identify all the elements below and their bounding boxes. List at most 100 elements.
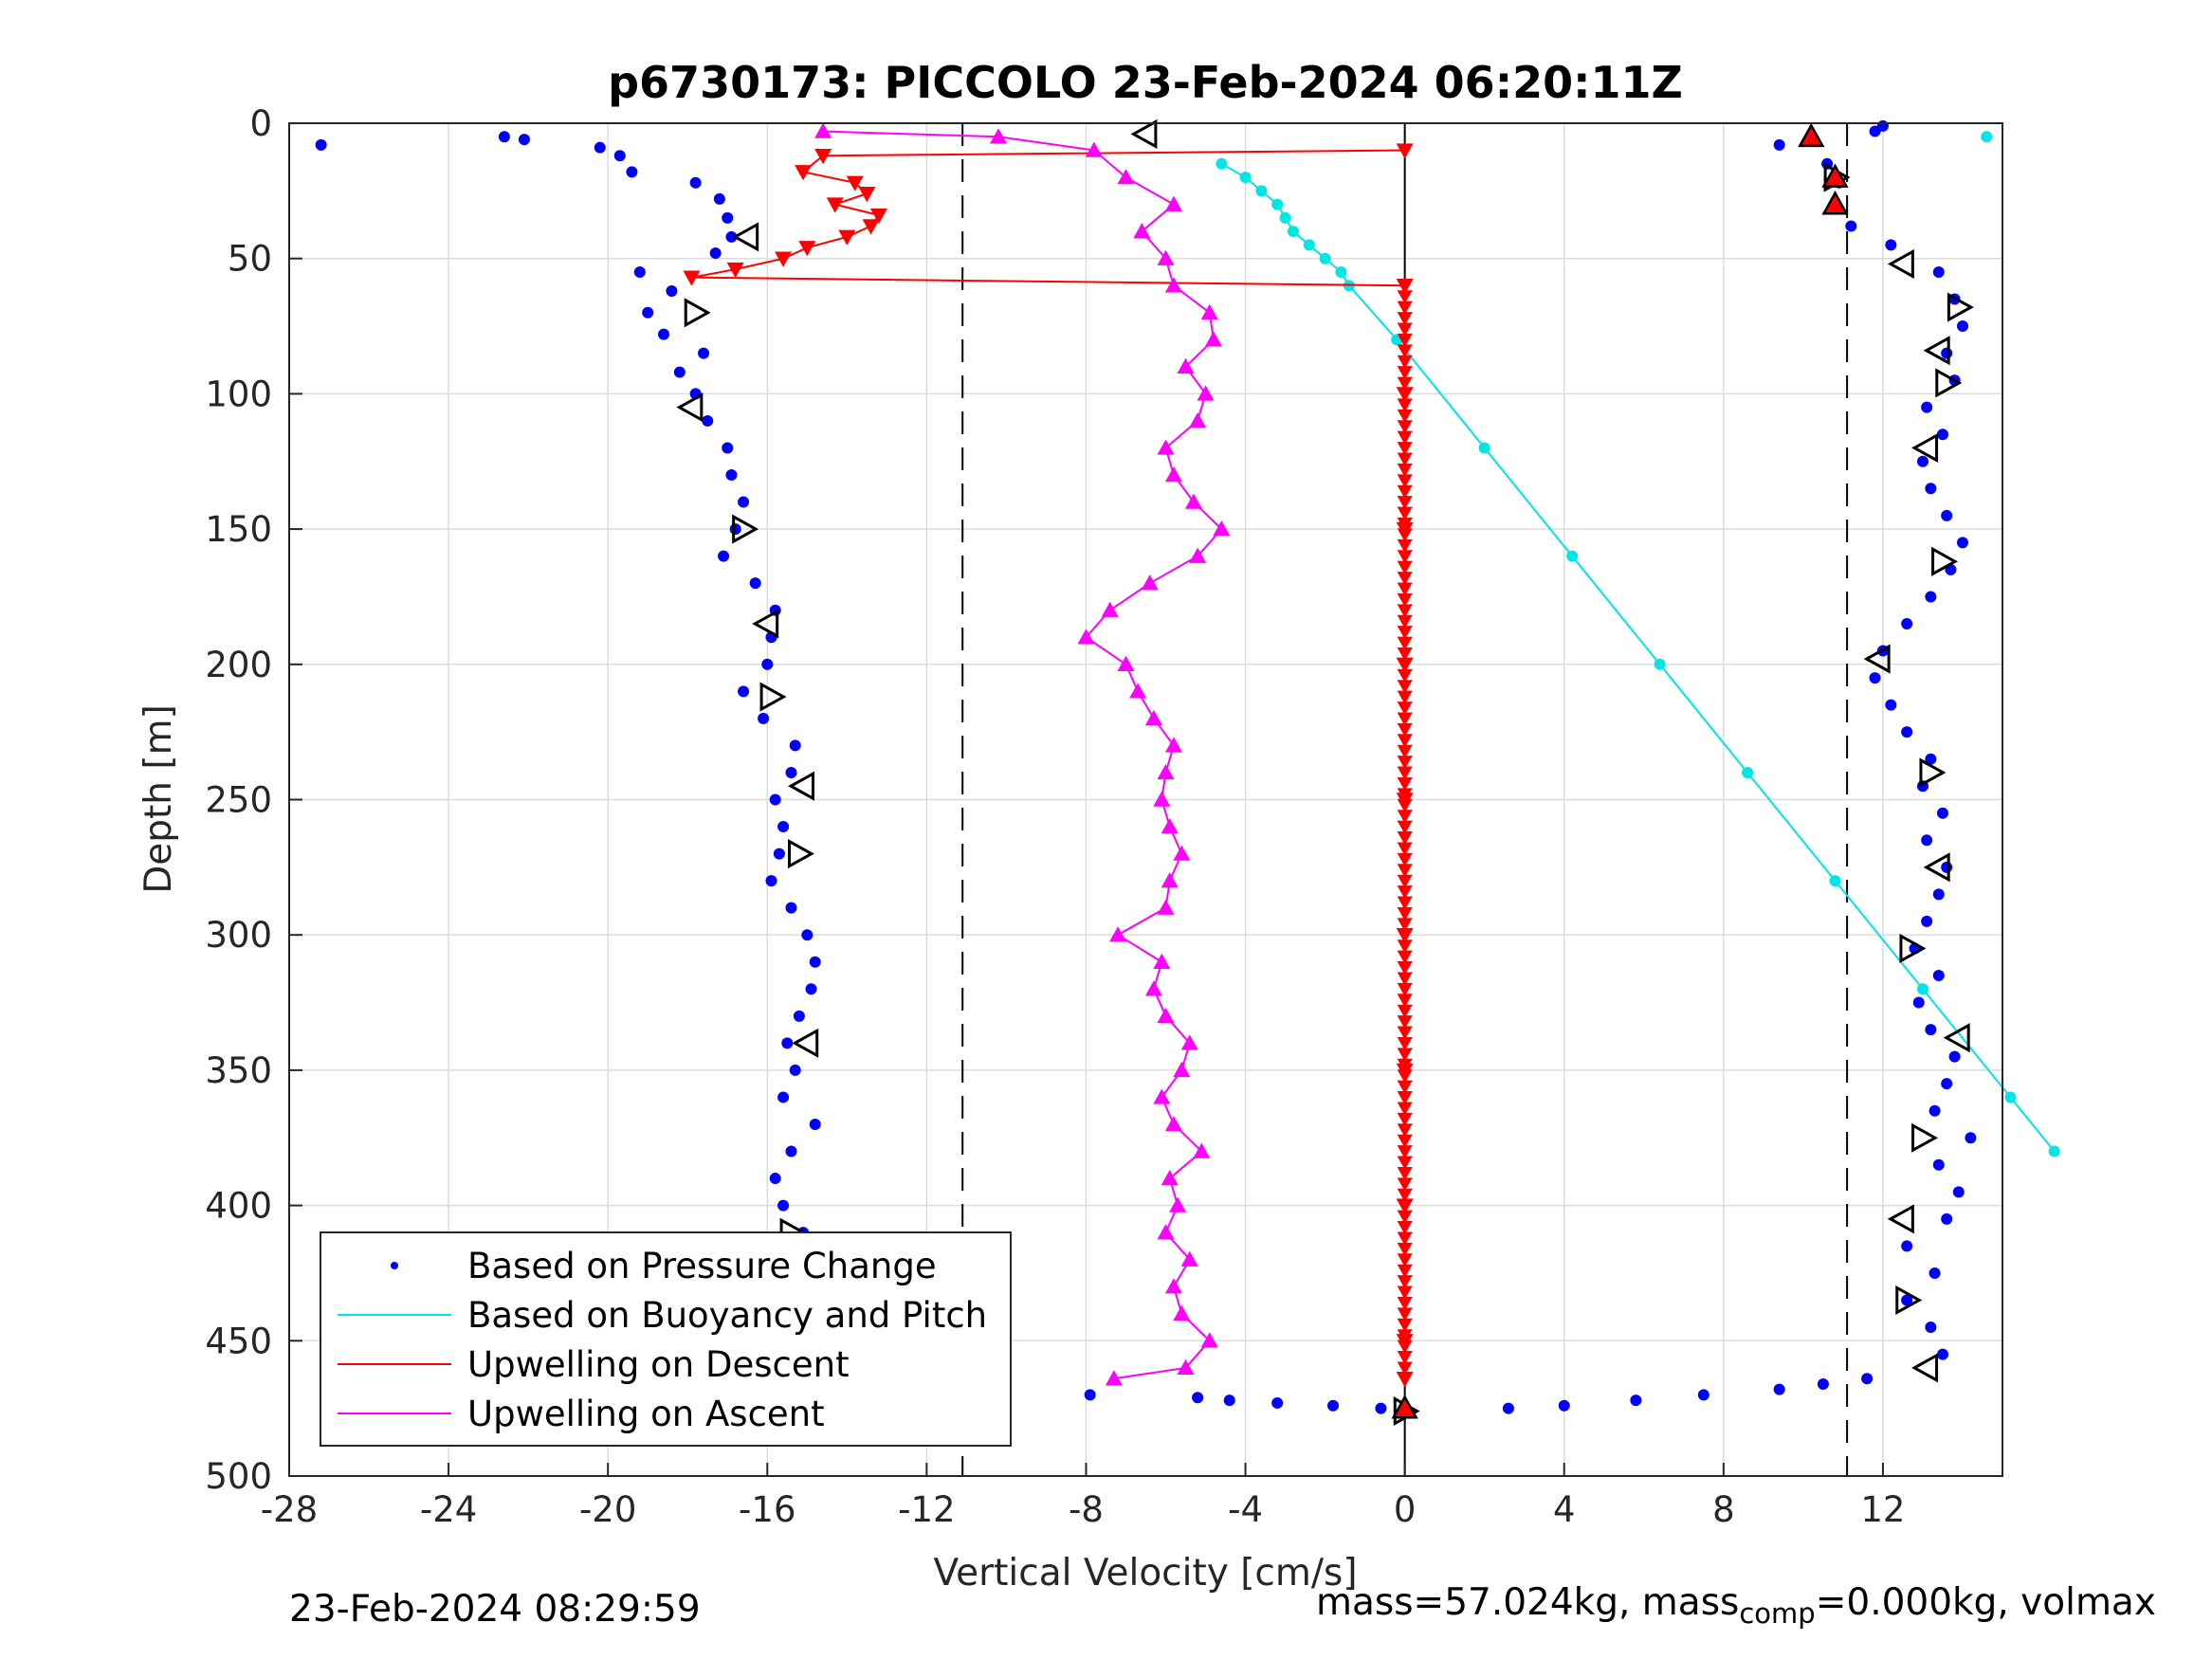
ascent-upwelling-point <box>1157 249 1175 265</box>
pressure-point <box>689 176 702 189</box>
descent-upwelling-point <box>1397 409 1413 424</box>
pressure-point <box>801 929 814 941</box>
pressure-point <box>1861 1373 1874 1385</box>
pressure-point <box>1929 1104 1941 1117</box>
descent-upwelling-point <box>1397 474 1413 488</box>
pressure-point <box>1925 1024 1937 1036</box>
ascent-upwelling-point <box>1144 980 1162 996</box>
pressure-point <box>777 1199 790 1212</box>
series-layer <box>315 118 2060 1427</box>
ascent-upwelling-point <box>1180 1250 1198 1267</box>
descent-upwelling-point <box>1397 333 1413 348</box>
buoyancy-point <box>1829 875 1841 887</box>
pressure-point <box>809 1118 821 1130</box>
pressure-point <box>518 134 530 146</box>
ascent-upwelling-point <box>1153 1088 1171 1104</box>
descent-upwelling-point <box>1397 560 1413 575</box>
pressure-point <box>1773 1383 1785 1395</box>
descent-upwelling-point <box>1397 1296 1413 1311</box>
descent-upwelling-point <box>1397 798 1413 813</box>
pressure-point <box>1817 1377 1829 1390</box>
red-triangle-marker <box>1391 1395 1418 1419</box>
pressure-point <box>785 902 797 914</box>
pressure-point <box>785 1145 797 1158</box>
ascent-upwelling-point <box>1153 791 1171 807</box>
pressure-point <box>785 766 797 778</box>
ascent-upwelling-point <box>1213 520 1231 537</box>
descent-marker <box>759 682 787 712</box>
series-3 <box>683 143 1414 1388</box>
descent-upwelling-point <box>1397 496 1413 510</box>
pressure-point <box>1929 1267 1941 1279</box>
y-tick-label: 250 <box>205 780 272 821</box>
ascent-marker <box>1911 1353 1939 1383</box>
descent-upwelling-point <box>1397 734 1413 748</box>
pressure-point <box>1916 455 1929 467</box>
y-tick-label: 100 <box>205 374 272 414</box>
descent-upwelling-point <box>1397 820 1413 835</box>
red-triangle-marker <box>1821 191 1849 215</box>
descent-upwelling-point <box>1397 538 1413 554</box>
y-tick-label: 350 <box>205 1050 272 1091</box>
pressure-point <box>1925 591 1937 603</box>
pressure-point <box>1932 1158 1945 1171</box>
descent-upwelling-point <box>1397 398 1413 412</box>
ascent-upwelling-point <box>1077 629 1095 645</box>
pressure-point <box>805 983 817 995</box>
ascent-upwelling-point <box>1173 1061 1191 1078</box>
pressure-point <box>761 658 774 670</box>
pressure-point <box>498 131 510 143</box>
pressure-point <box>1271 1396 1284 1409</box>
descent-upwelling-point <box>1397 852 1413 867</box>
pressure-point <box>781 1037 794 1049</box>
descent-upwelling-point <box>1397 1145 1413 1159</box>
descent-upwelling-point <box>858 187 876 203</box>
ascent-marker <box>1899 933 1927 964</box>
y-tick-label: 300 <box>205 915 272 956</box>
buoyancy-point <box>1319 252 1331 264</box>
pressure-point <box>1932 265 1945 278</box>
pressure-point <box>777 821 790 833</box>
descent-upwelling-point <box>1397 604 1413 618</box>
descent-upwelling-point <box>1397 517 1413 532</box>
ascent-upwelling-point <box>1105 1370 1123 1386</box>
pressure-point <box>1965 1132 1977 1144</box>
descent-upwelling-point <box>1397 788 1413 802</box>
buoyancy-point <box>1279 211 1291 224</box>
pressure-point <box>1932 970 1945 982</box>
ascent-marker <box>1895 1285 1923 1316</box>
buoyancy-point <box>2004 1091 2017 1103</box>
ascent-upwelling-point <box>1153 953 1171 969</box>
ascent-upwelling-point <box>1169 1196 1187 1212</box>
descent-upwelling-point <box>1397 1048 1413 1062</box>
x-tick-label: 8 <box>1712 1489 1735 1530</box>
descent-upwelling-point <box>1397 528 1413 542</box>
ascent-upwelling-point <box>1164 195 1182 211</box>
descent-upwelling-point <box>1397 1177 1413 1192</box>
pressure-point <box>1952 1186 1965 1198</box>
ascent-upwelling-point <box>1101 601 1119 617</box>
descent-upwelling-point <box>1397 301 1413 316</box>
buoyancy-point <box>1478 442 1490 454</box>
descent-upwelling-point <box>1397 344 1413 358</box>
descent-marker <box>752 609 779 639</box>
pressure-point <box>1912 996 1925 1009</box>
pressure-point <box>658 328 670 340</box>
buoyancy-point <box>1566 550 1579 562</box>
pressure-point <box>769 793 781 806</box>
descent-marker <box>676 392 704 423</box>
descent-upwelling-point <box>1397 1058 1413 1073</box>
pressure-point <box>777 1091 790 1103</box>
descent-upwelling-point <box>1397 1329 1413 1343</box>
pressure-point <box>773 848 785 860</box>
pressure-point <box>1925 483 1937 495</box>
pressure-point <box>758 712 770 724</box>
pressure-point <box>633 265 646 278</box>
ascent-upwelling-point <box>1161 872 1179 888</box>
mass-info-main: mass=57.024kg, mass <box>1316 1581 1740 1624</box>
pressure-point <box>1901 726 1913 738</box>
descent-upwelling-point <box>1397 1102 1413 1116</box>
descent-upwelling-point <box>1397 279 1413 294</box>
ascent-upwelling-point <box>1141 574 1159 591</box>
descent-upwelling-point <box>1397 896 1413 910</box>
